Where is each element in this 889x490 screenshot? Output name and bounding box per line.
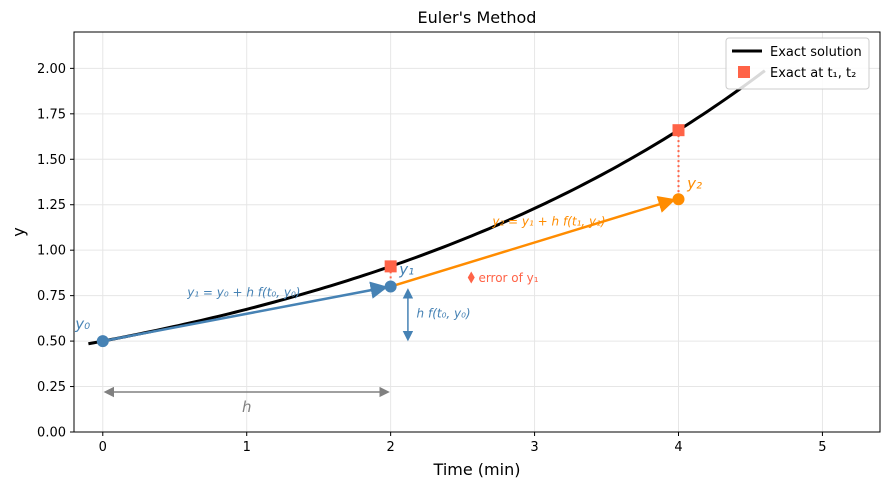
tick-layer: 0 1 2 3 4 5 0.00 0.25 0.50 0.75 1.00 1.25 1.50 1.75 2.…	[37, 62, 827, 455]
step1-formula: y₁ = y₀ + h f(t₀, y₀)	[186, 286, 300, 300]
x-tick-label: 4	[674, 440, 682, 455]
y-tick-label: 0.50	[37, 335, 66, 350]
y-tick-label: 0.75	[37, 289, 66, 304]
error-diamond-marker	[467, 271, 475, 284]
y-tick-label: 0.00	[37, 426, 66, 441]
step2-formula: y₂ = y₁ + h f(t₁, y₁)	[491, 215, 605, 229]
y-tick-label: 2.00	[37, 62, 66, 77]
euler-step2-arrow	[390, 196, 676, 288]
euler-point-y0	[96, 335, 109, 348]
y-tick-label: 1.00	[37, 244, 66, 259]
y-tick-label: 1.50	[37, 153, 66, 168]
x-tick-label: 2	[387, 440, 395, 455]
plot-frame	[73, 31, 881, 433]
euler-point-y2	[672, 193, 685, 206]
x-tick-label: 3	[530, 440, 538, 455]
legend-square-swatch	[738, 66, 750, 78]
legend-markers-label: Exact at t₁, t₂	[770, 66, 856, 81]
exact-solution-line	[88, 69, 766, 346]
y-tick-label: 0.25	[37, 380, 66, 395]
y-tick-label: 1.25	[37, 198, 66, 213]
chart-title: Euler's Method	[418, 8, 537, 27]
exact-curve-layer	[88, 69, 766, 346]
h-label: h	[242, 398, 252, 416]
x-tick-label: 1	[243, 440, 251, 455]
euler-point-y1	[384, 280, 397, 293]
y-tick-label: 1.75	[37, 107, 66, 122]
label-y1: y₁	[398, 261, 414, 279]
x-axis-label: Time (min)	[433, 460, 521, 479]
slope-label: h f(t₀, y₀)	[417, 306, 471, 320]
exact-marker-square	[672, 124, 685, 137]
grid	[74, 32, 880, 433]
legend: Exact solution Exact at t₁, t₂	[725, 37, 870, 90]
x-tick-label: 5	[818, 440, 826, 455]
label-y2: y₂	[686, 174, 702, 192]
error-label: error of y₁	[478, 271, 538, 285]
y-axis-label: y	[9, 227, 28, 236]
x-tick-label: 0	[99, 440, 107, 455]
label-y0: y₀	[74, 315, 90, 333]
legend-exact-label: Exact solution	[770, 45, 862, 60]
annotation-layer: y₀ y₁ y₂ y₁ = y₀ + h f(t₀, y₀) y₂ = y₁ + h f…	[74, 124, 702, 416]
exact-marker-square	[384, 260, 397, 273]
euler-step1-arrow	[102, 281, 389, 343]
